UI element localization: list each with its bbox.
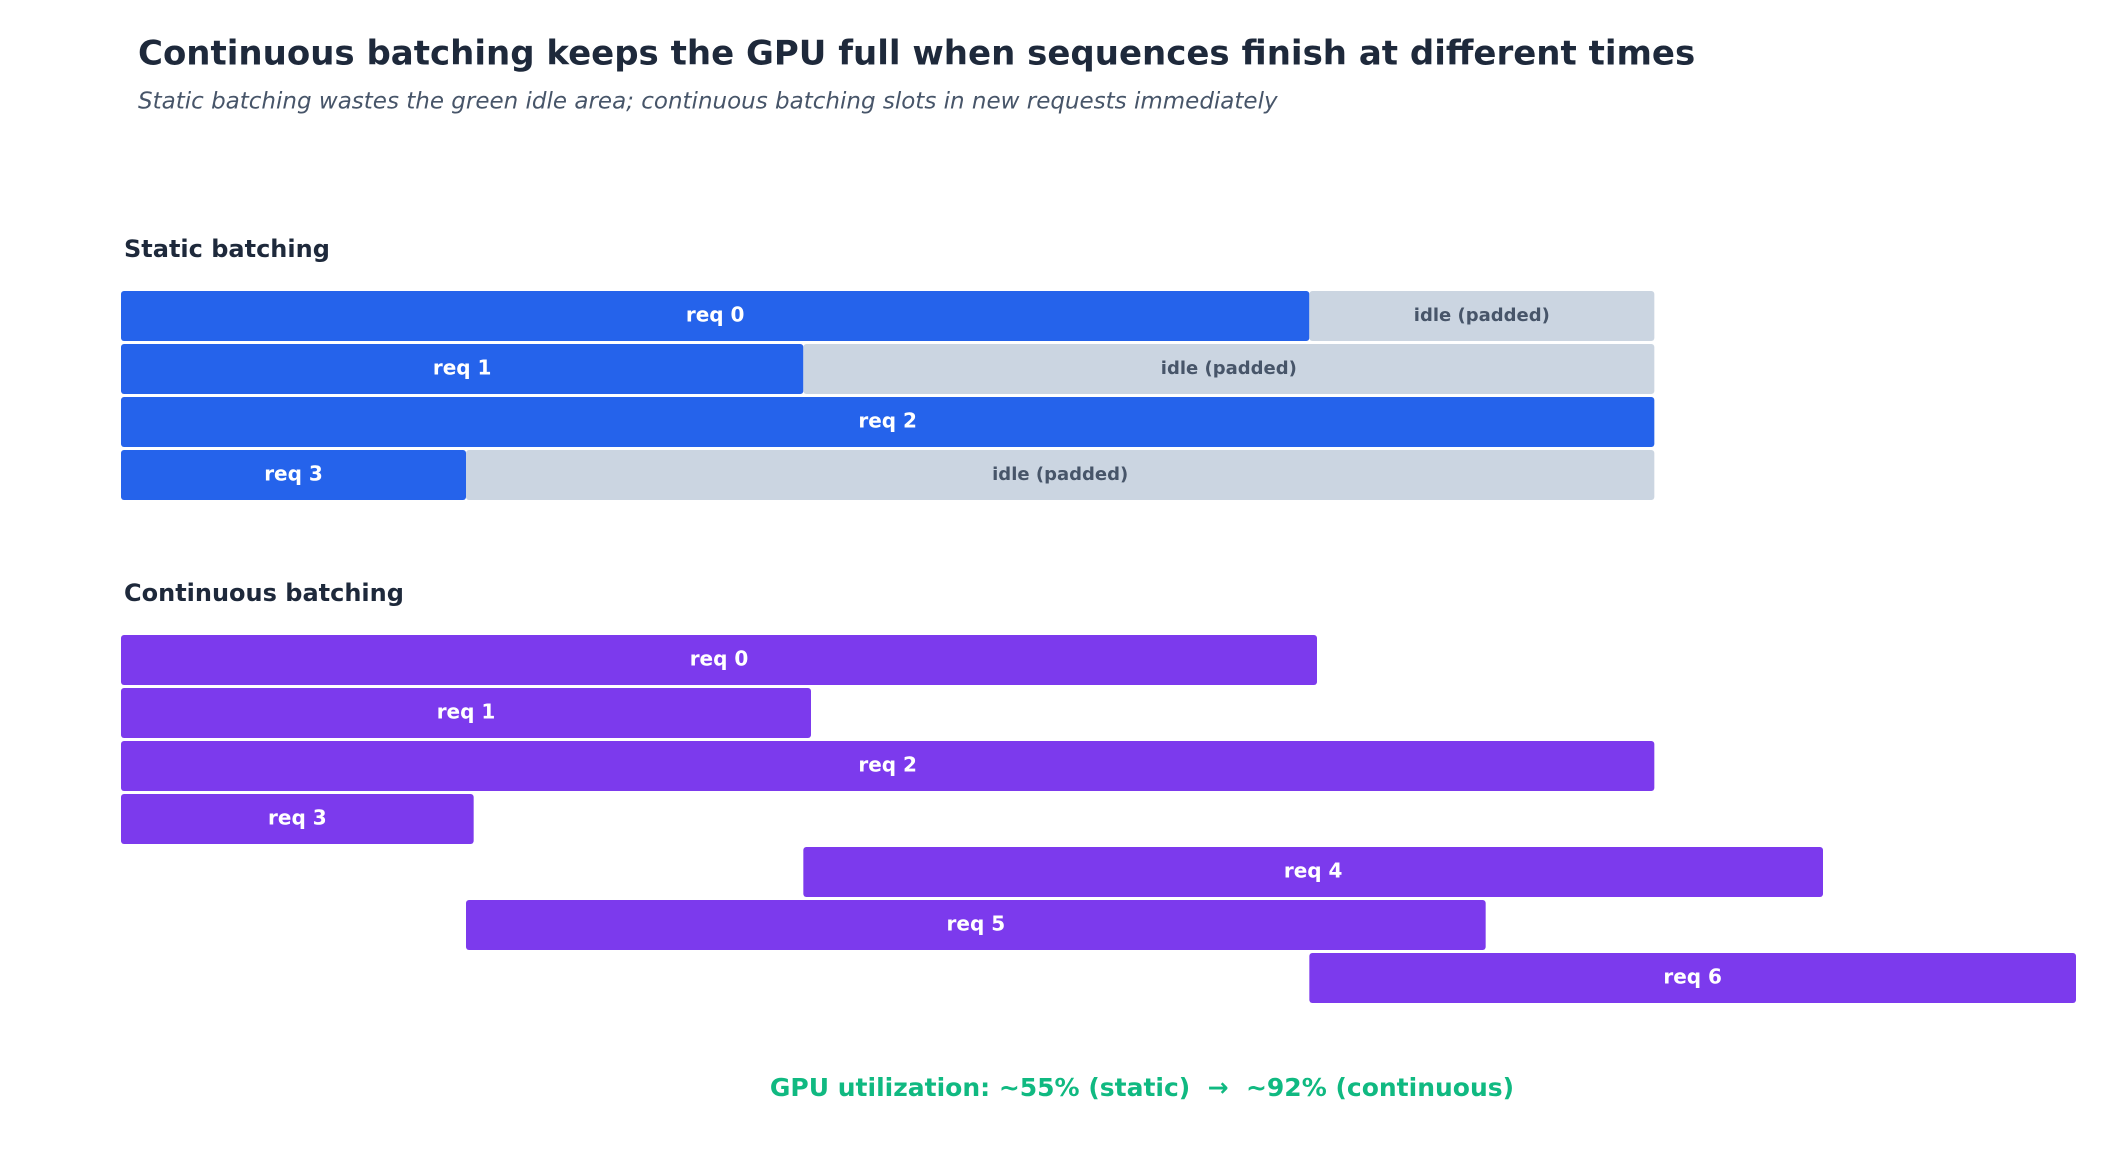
- request-label: req 5: [947, 912, 1006, 936]
- idle-label: idle (padded): [1161, 358, 1297, 379]
- panel-title: Continuous batching: [124, 579, 404, 607]
- request-label: req 0: [686, 303, 745, 327]
- request-bar: [121, 741, 1655, 791]
- idle-bar: [466, 450, 1655, 500]
- request-bar: [803, 847, 1823, 897]
- request-bar: [121, 688, 811, 738]
- request-bar: [121, 450, 466, 500]
- annotation: GPU utilization: ~55% (static) → ~92% (c…: [770, 1073, 1514, 1102]
- request-label: req 4: [1284, 859, 1343, 883]
- chart-subtitle: Static batching wastes the green idle ar…: [138, 89, 1278, 115]
- request-bar: [121, 635, 1317, 685]
- request-label: req 1: [433, 356, 492, 380]
- request-bar: [1309, 953, 2076, 1003]
- request-label: req 3: [264, 462, 323, 486]
- request-bar: [121, 794, 474, 844]
- idle-label: idle (padded): [992, 464, 1128, 485]
- idle-bar: [803, 344, 1655, 394]
- request-bar: [121, 344, 804, 394]
- chart-title: Continuous batching keeps the GPU full w…: [138, 34, 1695, 74]
- request-label: req 0: [690, 647, 749, 671]
- idle-bar: [1309, 291, 1655, 341]
- request-bar: [466, 900, 1486, 950]
- request-label: req 2: [858, 409, 917, 433]
- request-label: req 6: [1663, 965, 1722, 989]
- idle-label: idle (padded): [1414, 305, 1550, 326]
- request-label: req 2: [858, 753, 917, 777]
- request-bar: [121, 397, 1655, 447]
- request-label: req 3: [268, 806, 327, 830]
- request-label: req 1: [437, 700, 496, 724]
- panel-title: Static batching: [124, 235, 330, 263]
- request-bar: [121, 291, 1310, 341]
